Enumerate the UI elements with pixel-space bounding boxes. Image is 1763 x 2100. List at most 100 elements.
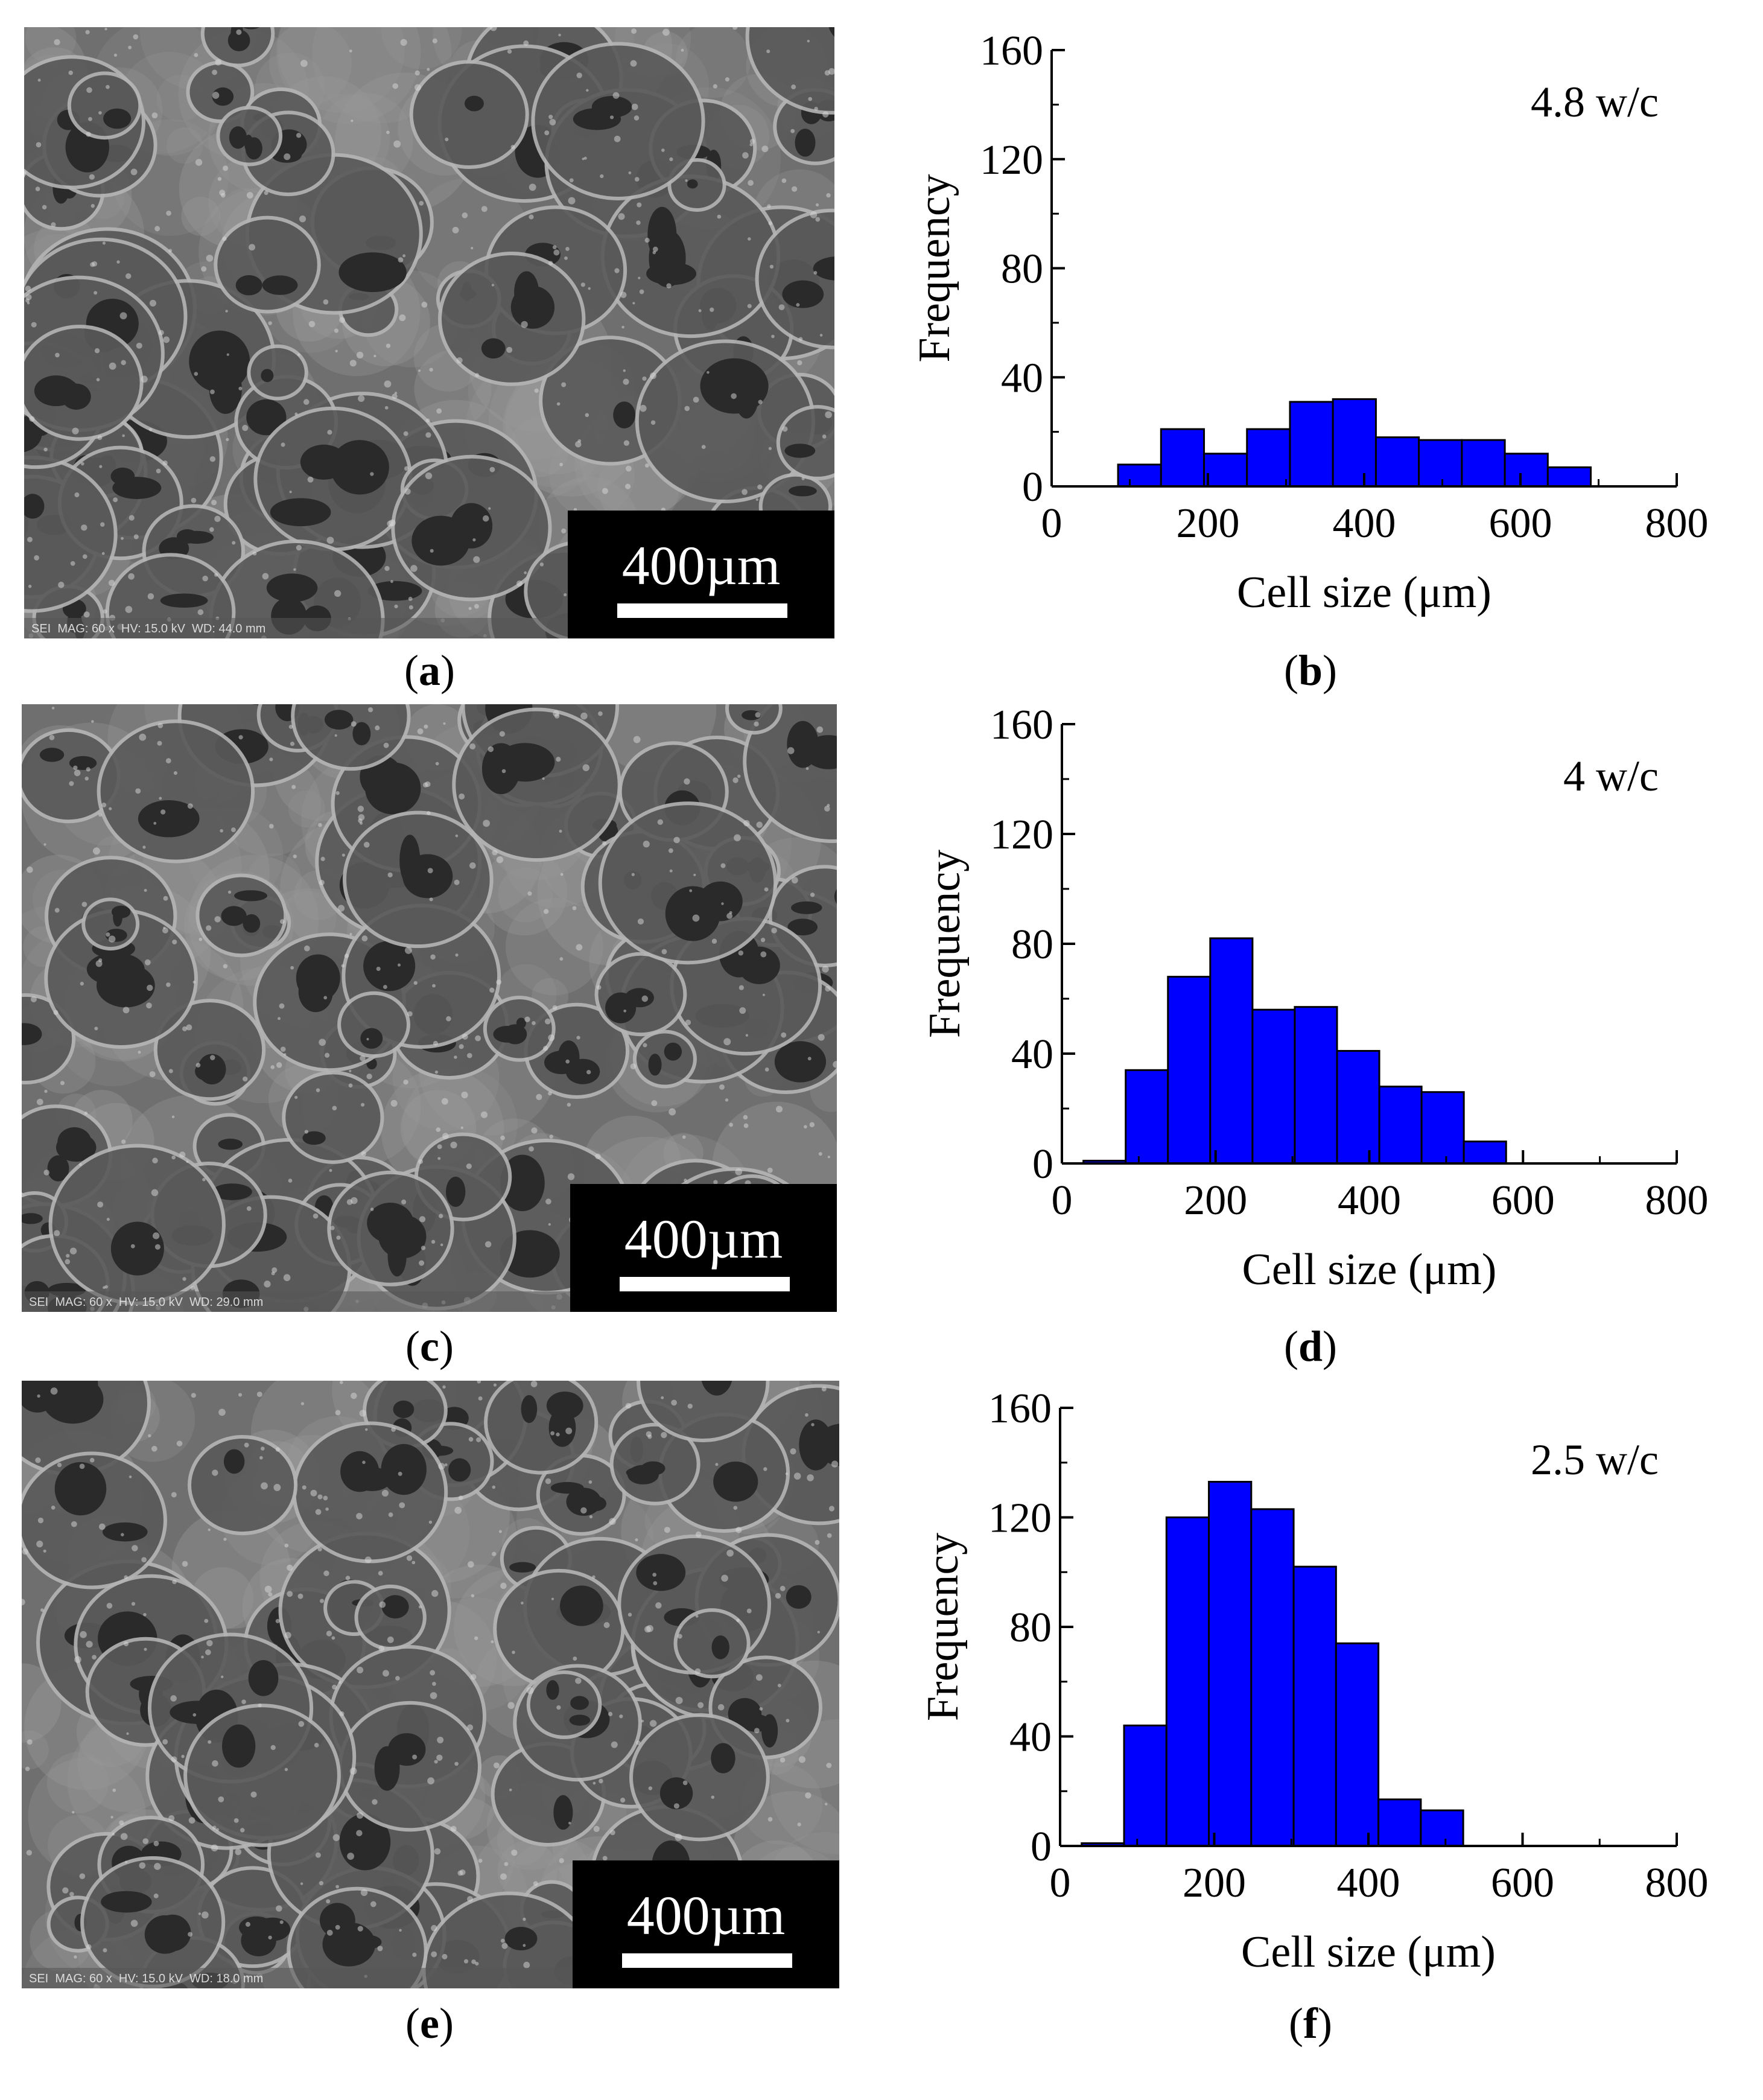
sem-speck bbox=[334, 734, 337, 737]
sem-speck bbox=[98, 1523, 106, 1530]
sem-speck bbox=[827, 1533, 832, 1538]
sem-speck bbox=[91, 204, 95, 208]
sem-speck bbox=[356, 1830, 363, 1836]
sem-speck bbox=[96, 378, 100, 381]
sem-speck bbox=[188, 1932, 193, 1937]
sem-speck bbox=[124, 1641, 129, 1647]
sem-speck bbox=[785, 1472, 789, 1475]
sem-speck bbox=[530, 1381, 538, 1387]
sem-speck bbox=[408, 605, 413, 610]
sem-speck bbox=[738, 950, 744, 956]
sem-speck bbox=[351, 721, 357, 727]
chart-f: 0 40 80 120 160 0 200 400 600 800 Cell size (μm) Fr… bbox=[918, 1386, 1709, 1977]
sem-speck bbox=[51, 1506, 56, 1510]
sem-speck bbox=[412, 1952, 417, 1957]
sem-speck bbox=[53, 1010, 59, 1015]
sem-speck bbox=[825, 1802, 828, 1806]
sem-speck bbox=[813, 271, 818, 275]
sem-speck bbox=[401, 1199, 407, 1204]
sem-speck bbox=[404, 488, 411, 495]
sem-cell bbox=[745, 27, 834, 115]
sem-speck bbox=[442, 1133, 449, 1139]
sem-speck bbox=[482, 515, 489, 522]
sem-speck bbox=[592, 1575, 596, 1579]
sem-pore bbox=[302, 1131, 326, 1145]
sem-cell bbox=[776, 405, 834, 480]
sem-speck bbox=[338, 1681, 341, 1684]
sem-speck bbox=[808, 97, 813, 101]
sem-speck bbox=[81, 524, 87, 531]
sem-speck bbox=[419, 1216, 426, 1223]
sem-pore bbox=[138, 800, 200, 838]
sem-speck bbox=[142, 845, 146, 849]
sem-speck bbox=[130, 1244, 135, 1249]
sem-speck bbox=[650, 420, 656, 425]
sem-speck bbox=[54, 908, 60, 913]
sem-speck bbox=[101, 552, 105, 555]
sem-speck bbox=[298, 1720, 305, 1727]
sem-speck bbox=[387, 1636, 394, 1643]
sem-speck bbox=[410, 565, 418, 572]
sem-speck bbox=[218, 1796, 224, 1802]
sem-speck bbox=[205, 1649, 211, 1655]
series-annotation: 4.8 w/c bbox=[1531, 78, 1659, 126]
sem-speck bbox=[43, 447, 48, 452]
sem-pore bbox=[262, 275, 298, 295]
y-tick-label: 160 bbox=[980, 28, 1043, 74]
sem-speck bbox=[553, 249, 560, 256]
sem-speck bbox=[549, 119, 556, 126]
sem-wall-highlight bbox=[498, 867, 553, 923]
sem-speck bbox=[489, 466, 495, 472]
sem-speck bbox=[434, 1848, 441, 1855]
sem-speck bbox=[415, 70, 420, 76]
histogram-bar bbox=[1374, 436, 1420, 488]
sem-speck bbox=[232, 541, 236, 545]
sem-speck bbox=[472, 538, 476, 542]
sem-speck bbox=[106, 932, 110, 937]
sem-pore bbox=[324, 710, 354, 730]
sem-speck bbox=[124, 1575, 128, 1579]
sem-speck bbox=[468, 1437, 474, 1442]
sem-speck bbox=[389, 519, 396, 527]
sem-cell bbox=[291, 704, 411, 771]
sem-speck bbox=[677, 1634, 682, 1639]
x-axis-title: Cell size (μm) bbox=[1242, 1245, 1497, 1294]
sem-pore bbox=[795, 129, 816, 157]
sem-speck bbox=[197, 609, 204, 616]
sem-speck bbox=[440, 1243, 443, 1247]
sem-speck bbox=[623, 378, 629, 385]
sem-image-c: 400µm SEI MAG: 60 x HV: 15.0 kV WD: 29.0… bbox=[22, 704, 837, 1312]
sem-speck bbox=[326, 1631, 332, 1637]
sem-speck bbox=[450, 1825, 457, 1832]
sem-speck bbox=[268, 824, 274, 829]
sem-speck bbox=[711, 1795, 715, 1799]
sem-speck bbox=[153, 1841, 159, 1847]
sem-speck bbox=[697, 1702, 704, 1708]
sem-speck bbox=[69, 1247, 77, 1255]
sem-speck bbox=[357, 1666, 364, 1673]
sem-speck bbox=[349, 49, 352, 52]
sem-wall-highlight bbox=[675, 27, 751, 98]
sem-speck bbox=[334, 590, 341, 597]
sem-speck bbox=[516, 580, 523, 587]
sem-speck bbox=[74, 492, 80, 498]
sem-speck bbox=[153, 1893, 159, 1898]
sem-speck bbox=[54, 39, 60, 46]
sem-speck bbox=[27, 867, 33, 873]
sem-speck bbox=[125, 606, 133, 613]
sem-speck bbox=[347, 1853, 354, 1860]
sem-speck bbox=[244, 1442, 249, 1448]
sem-speck bbox=[558, 33, 561, 37]
sem-speck bbox=[287, 1591, 293, 1597]
sem-speck bbox=[431, 1239, 436, 1244]
sem-speck bbox=[652, 246, 658, 252]
sem-speck bbox=[554, 713, 560, 719]
sem-speck bbox=[94, 291, 98, 295]
sem-pore bbox=[613, 401, 636, 429]
sem-speck bbox=[719, 1084, 725, 1090]
sem-speck bbox=[317, 1494, 323, 1500]
sem-speck bbox=[179, 1151, 186, 1158]
sem-pore bbox=[445, 1176, 466, 1208]
sem-speck bbox=[732, 27, 738, 30]
sem-speck bbox=[326, 1899, 331, 1904]
